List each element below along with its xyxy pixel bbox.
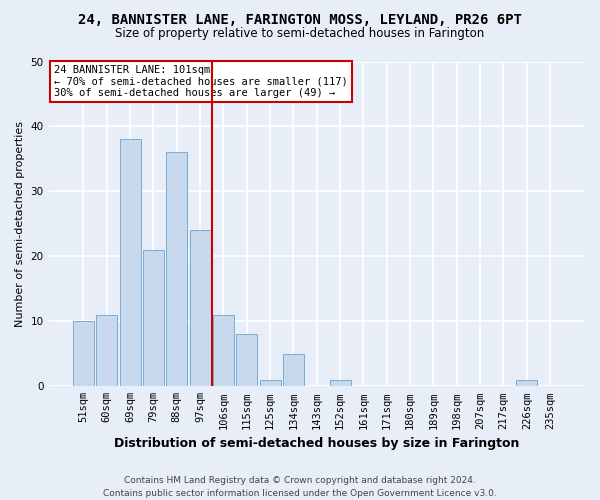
Text: 24, BANNISTER LANE, FARINGTON MOSS, LEYLAND, PR26 6PT: 24, BANNISTER LANE, FARINGTON MOSS, LEYL…: [78, 12, 522, 26]
Bar: [119, 140, 140, 386]
Bar: [236, 334, 257, 386]
Text: 24 BANNISTER LANE: 101sqm
← 70% of semi-detached houses are smaller (117)
30% of: 24 BANNISTER LANE: 101sqm ← 70% of semi-…: [54, 64, 347, 98]
Bar: [166, 152, 187, 386]
Bar: [283, 354, 304, 386]
Bar: [143, 250, 164, 386]
Bar: [73, 322, 94, 386]
Y-axis label: Number of semi-detached properties: Number of semi-detached properties: [15, 121, 25, 327]
Bar: [213, 315, 234, 386]
Text: Size of property relative to semi-detached houses in Farington: Size of property relative to semi-detach…: [115, 28, 485, 40]
Bar: [329, 380, 350, 386]
Bar: [190, 230, 211, 386]
Bar: [96, 315, 117, 386]
Text: Contains HM Land Registry data © Crown copyright and database right 2024.
Contai: Contains HM Land Registry data © Crown c…: [103, 476, 497, 498]
X-axis label: Distribution of semi-detached houses by size in Farington: Distribution of semi-detached houses by …: [114, 437, 520, 450]
Bar: [260, 380, 281, 386]
Bar: [516, 380, 537, 386]
